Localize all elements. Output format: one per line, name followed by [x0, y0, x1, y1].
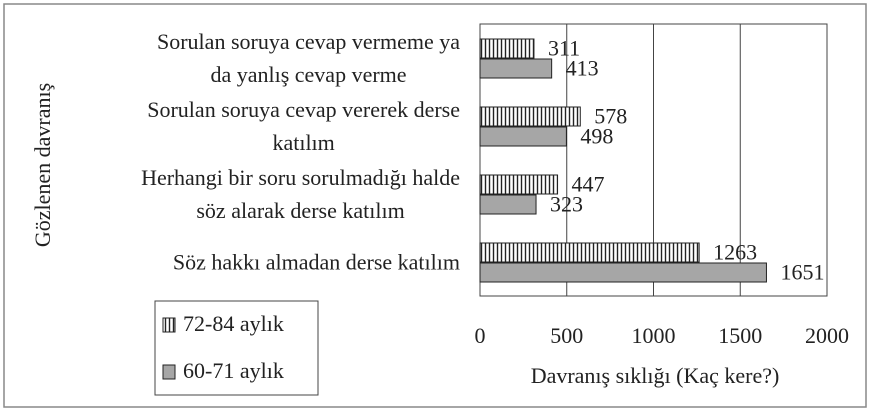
- data-label: 447: [572, 172, 605, 197]
- bar: [479, 194, 537, 215]
- legend-label: 72-84 aylık: [183, 311, 284, 336]
- data-label: 311: [548, 36, 580, 61]
- data-label: 413: [566, 56, 599, 81]
- data-label: 1263: [713, 240, 757, 265]
- legend-swatch: [162, 317, 176, 333]
- legend-box: [154, 300, 319, 396]
- y-tick-label: Sorulan soruya cevap vererek derse katıl…: [147, 97, 460, 155]
- x-tick-label: 2000: [805, 323, 849, 348]
- x-axis-title: Davranış sıklığı (Kaç kere?): [531, 363, 780, 388]
- y-tick-label: Söz hakkı almadan derse katılım: [172, 249, 460, 275]
- data-label: 578: [594, 104, 627, 129]
- y-tick-label: Sorulan soruya cevap vermeme ya da yanlı…: [157, 29, 460, 87]
- data-label: 323: [550, 192, 583, 217]
- legend-swatch: [162, 364, 176, 380]
- data-label: 498: [580, 124, 613, 149]
- x-tick-label: 0: [475, 323, 486, 348]
- bar: [479, 58, 553, 79]
- y-tick-label: Herhangi bir soru sorulmadığı halde söz …: [141, 165, 460, 223]
- y-axis-title: Gözlenen davranış: [30, 83, 55, 247]
- bar: [479, 262, 767, 283]
- frame: [3, 3, 867, 408]
- bar: [479, 38, 535, 59]
- x-tick-label: 500: [550, 323, 583, 348]
- data-label: 1651: [780, 260, 824, 285]
- bar: [479, 174, 559, 195]
- x-tick-label: 1000: [632, 323, 676, 348]
- x-tick-label: 1500: [718, 323, 762, 348]
- bar: [479, 126, 567, 147]
- legend-label: 60-71 aylık: [183, 358, 284, 383]
- bar: [479, 106, 581, 127]
- bar: [479, 242, 700, 263]
